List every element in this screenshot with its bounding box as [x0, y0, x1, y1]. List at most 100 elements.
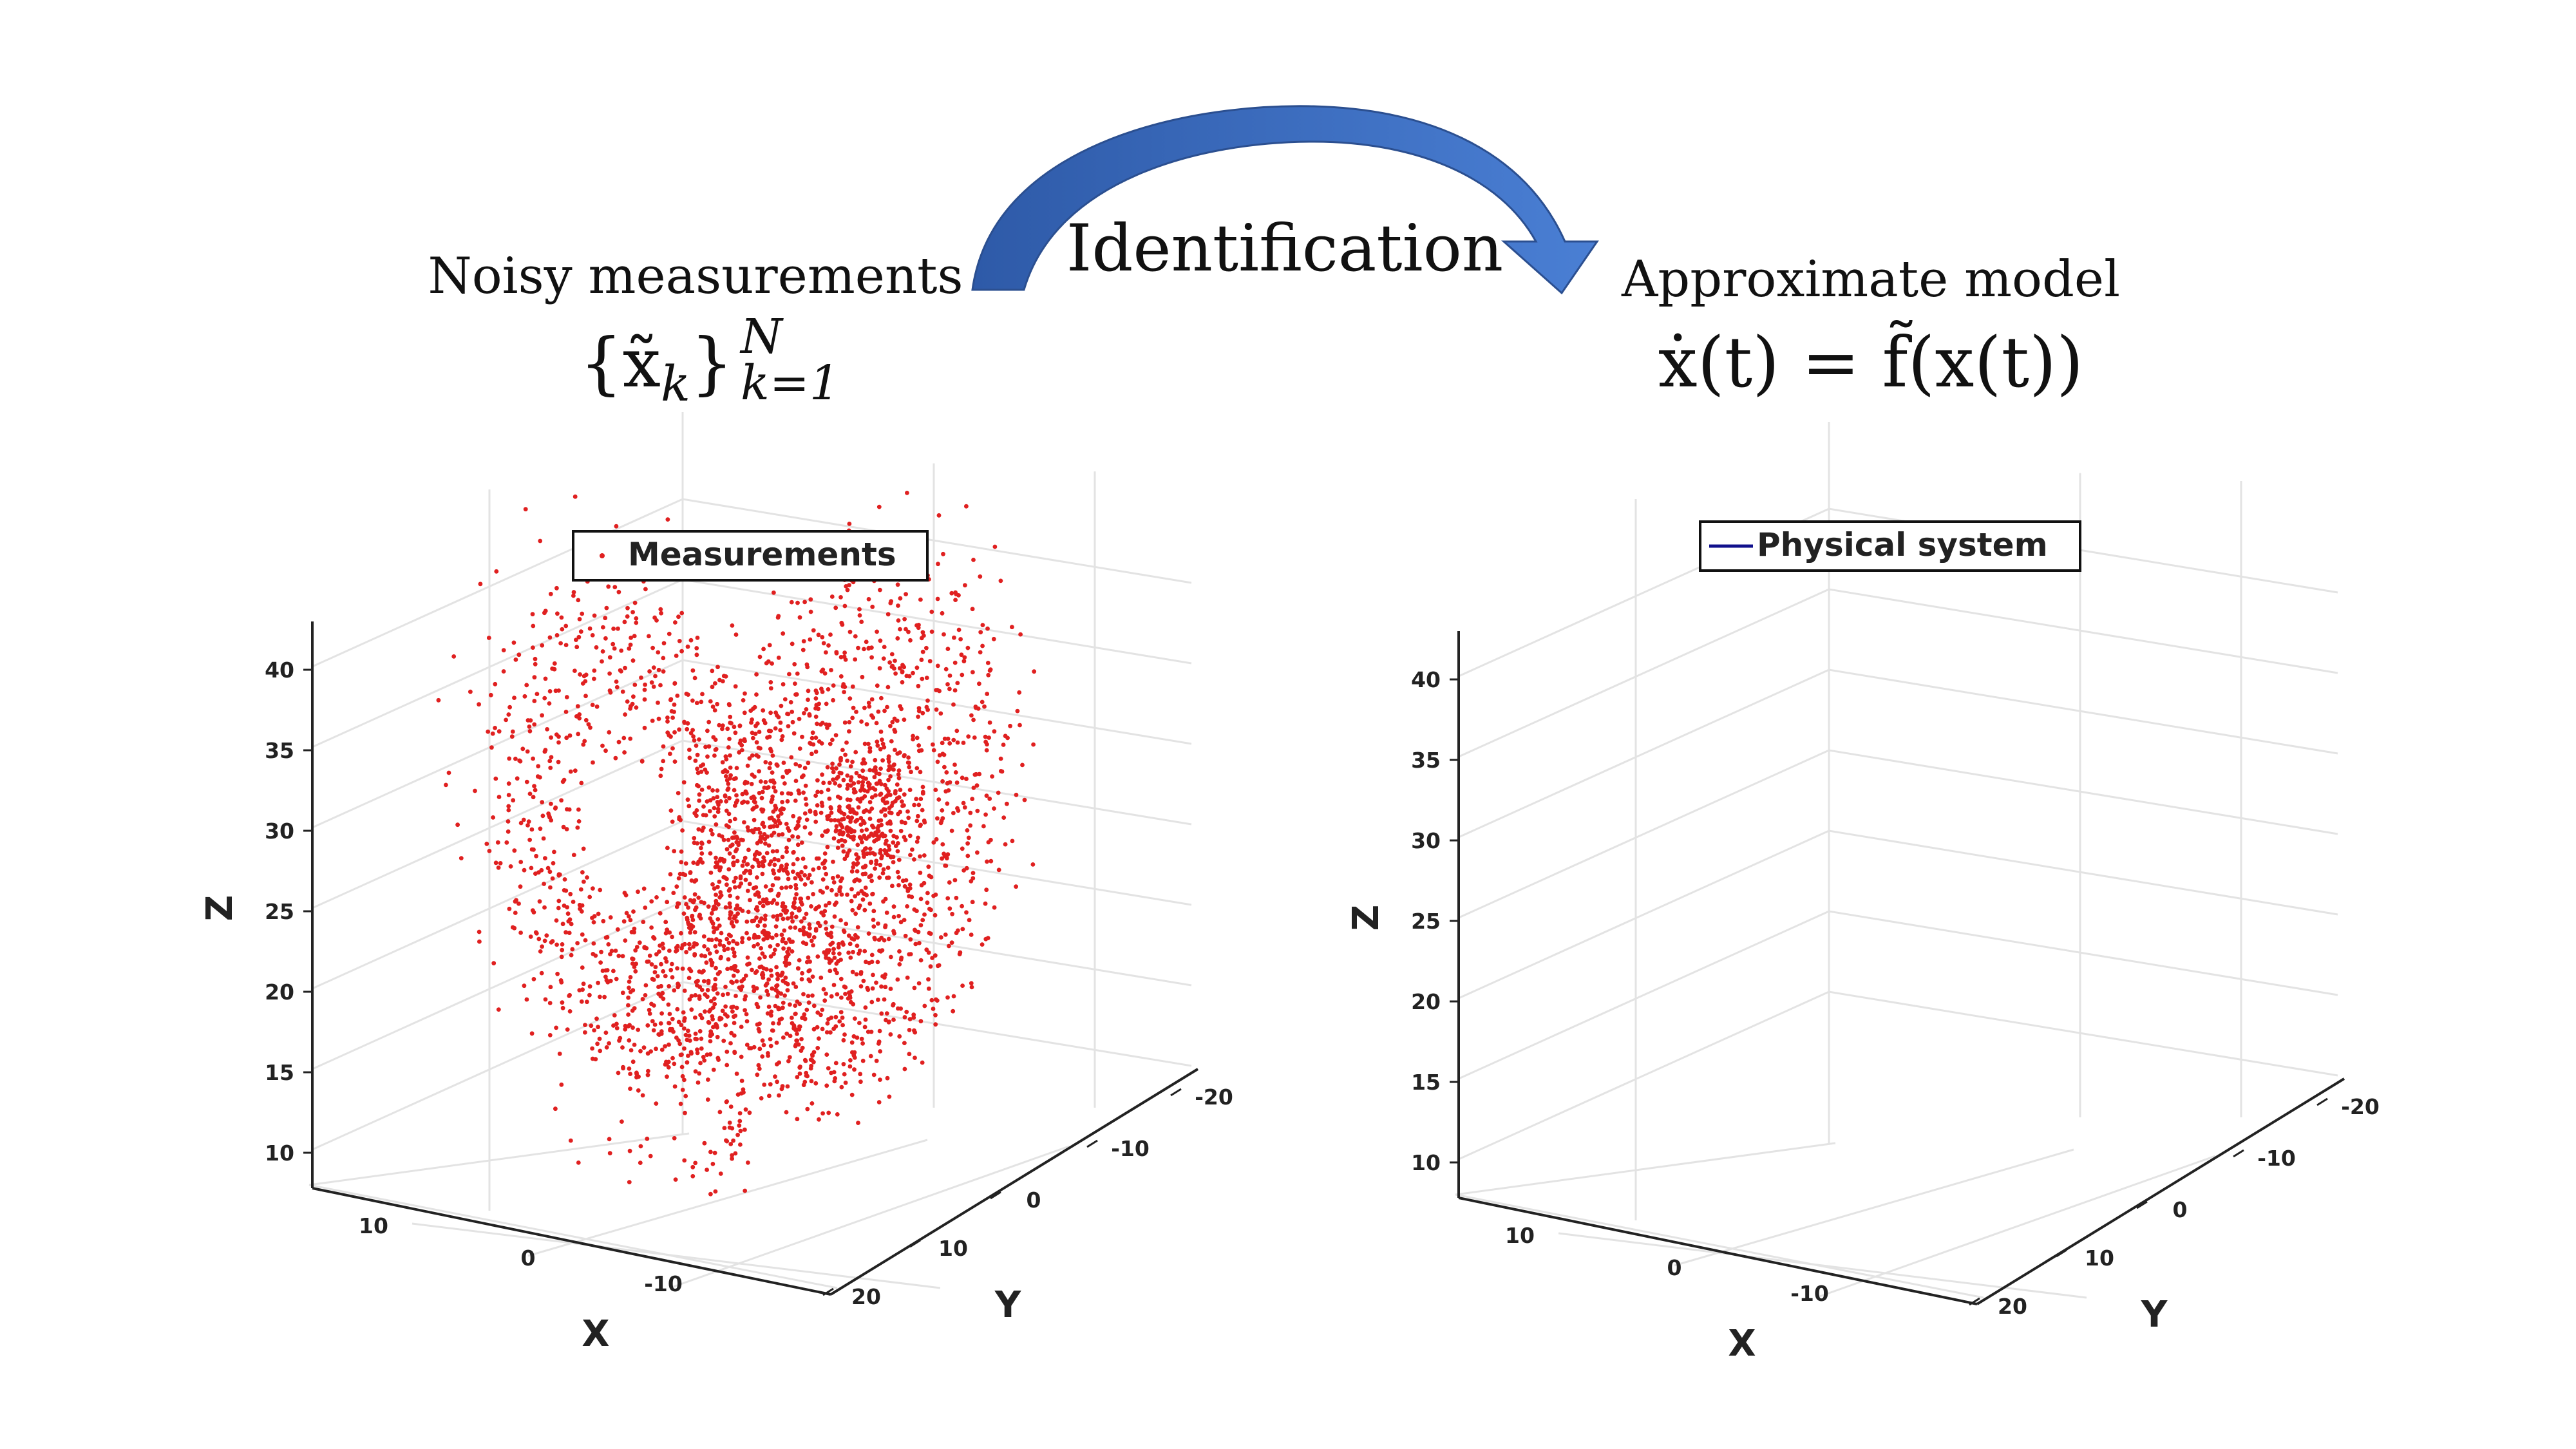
data-point — [726, 702, 732, 706]
data-point — [548, 765, 553, 770]
data-point — [806, 955, 811, 960]
data-point — [586, 722, 591, 727]
data-point — [760, 1038, 765, 1043]
data-point — [731, 973, 736, 978]
data-point — [878, 848, 883, 853]
data-point — [498, 861, 503, 866]
data-point — [710, 668, 715, 674]
data-point — [753, 827, 758, 831]
data-point — [679, 649, 684, 654]
data-point — [560, 1005, 565, 1010]
data-point — [596, 1025, 600, 1030]
data-point — [753, 800, 757, 805]
data-point — [841, 830, 846, 835]
data-point — [706, 1019, 711, 1025]
data-point — [486, 636, 491, 640]
data-point — [841, 849, 846, 854]
data-point — [728, 765, 733, 770]
left-formula: {x̃k} N k=1 — [580, 309, 840, 412]
data-point — [707, 809, 712, 813]
data-point — [785, 871, 790, 876]
data-point — [1017, 690, 1022, 695]
data-point — [727, 901, 732, 906]
data-point — [724, 1063, 730, 1068]
data-point — [903, 933, 908, 938]
data-point — [659, 983, 663, 989]
data-point — [677, 639, 682, 643]
data-point — [739, 748, 744, 753]
data-point — [711, 1025, 715, 1030]
data-point — [791, 981, 796, 986]
data-point — [786, 876, 791, 882]
data-point — [764, 851, 770, 856]
data-point — [653, 965, 658, 969]
data-point — [761, 808, 766, 812]
data-point — [770, 935, 775, 940]
data-point — [687, 755, 692, 761]
data-point — [882, 708, 887, 714]
data-point — [808, 959, 812, 964]
data-point — [810, 730, 815, 735]
data-point — [680, 828, 685, 833]
data-point — [728, 844, 733, 849]
data-point — [604, 978, 609, 983]
data-point — [850, 715, 855, 721]
data-point — [826, 643, 831, 648]
data-point — [971, 717, 976, 723]
data-point — [729, 911, 734, 915]
data-point — [658, 773, 663, 779]
data-point — [766, 728, 772, 734]
data-point — [533, 788, 538, 793]
data-point — [931, 1007, 936, 1011]
data-point — [872, 775, 877, 780]
data-point — [967, 918, 972, 923]
data-point — [709, 960, 714, 965]
data-point — [854, 710, 858, 714]
data-point — [870, 892, 875, 896]
data-point — [636, 1027, 641, 1032]
data-point — [834, 824, 839, 829]
data-point — [779, 791, 784, 796]
data-point — [853, 634, 858, 639]
data-point — [732, 950, 737, 955]
data-point — [672, 730, 677, 735]
data-point — [898, 788, 903, 792]
data-point — [842, 1072, 847, 1077]
data-point — [723, 774, 728, 779]
data-point — [717, 942, 723, 947]
data-point — [835, 971, 839, 976]
data-point — [881, 899, 886, 904]
data-point — [866, 645, 871, 650]
data-point — [825, 765, 830, 770]
data-point — [803, 783, 808, 788]
data-point — [659, 961, 663, 967]
data-point — [603, 935, 609, 940]
data-point — [936, 562, 940, 567]
data-point — [820, 721, 825, 725]
data-point — [924, 645, 929, 650]
data-point — [688, 638, 694, 643]
data-point — [705, 754, 710, 759]
data-point — [774, 933, 779, 938]
data-point — [728, 714, 733, 719]
data-point — [504, 840, 509, 845]
data-point — [725, 726, 730, 732]
z-tick-label: 35 — [265, 738, 294, 763]
data-point — [947, 880, 952, 885]
data-point — [965, 841, 970, 846]
data-point — [576, 819, 582, 824]
data-point — [916, 714, 920, 719]
data-point — [858, 799, 863, 804]
data-point — [942, 632, 946, 637]
data-point — [776, 1005, 781, 1010]
data-point — [805, 1074, 810, 1079]
z-tick-label: 10 — [1411, 1150, 1441, 1175]
data-point — [768, 968, 773, 973]
data-point — [706, 1077, 710, 1082]
data-point — [607, 730, 612, 735]
data-point — [743, 789, 748, 794]
data-point — [841, 1062, 846, 1066]
grid-line — [312, 739, 1192, 909]
data-point — [918, 923, 923, 927]
data-point — [744, 1019, 750, 1024]
